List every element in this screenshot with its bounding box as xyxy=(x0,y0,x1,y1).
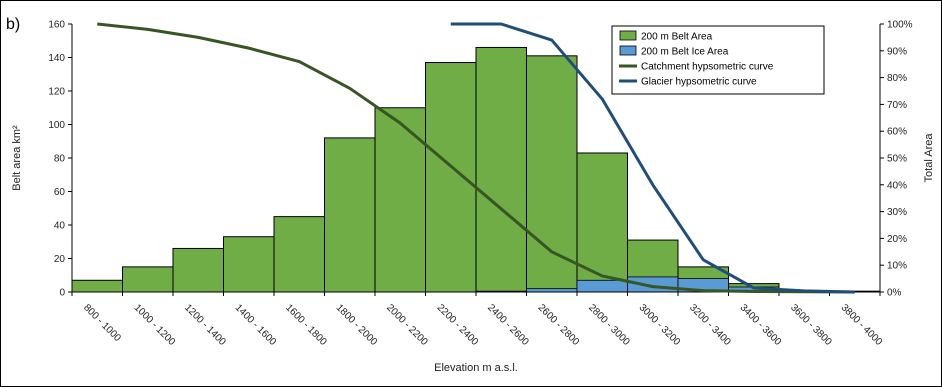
y-tick-label: 60 xyxy=(54,187,66,198)
legend-label-belt-area: 200 m Belt Area xyxy=(641,32,713,43)
y-axis-title: Belt area km² xyxy=(11,125,23,191)
y2-tick-label: 0% xyxy=(887,288,902,299)
line-catchment-hypsometric xyxy=(97,22,855,294)
x-tick-label: 1400 - 1600 xyxy=(233,302,279,348)
x-tick-label: 2000 - 2200 xyxy=(384,302,430,348)
x-axis-title: Elevation m a.s.l. xyxy=(434,362,518,374)
x-tick-label: 2400 - 2600 xyxy=(485,302,531,348)
bar-belt-ice-area xyxy=(576,279,628,293)
bar-belt-area xyxy=(526,55,578,293)
legend-label-belt-ice-area: 200 m Belt Ice Area xyxy=(641,47,729,58)
x-tick-label: 1000 - 1200 xyxy=(132,302,178,348)
x-tick-label: 2200 - 2400 xyxy=(435,302,481,348)
bar-belt-area xyxy=(374,107,426,293)
legend-swatch-belt-ice-area xyxy=(619,45,637,56)
x-tick-label: 1200 - 1400 xyxy=(182,302,228,348)
y-tick-label: 100 xyxy=(48,120,65,131)
x-tick-label: 2600 - 2800 xyxy=(536,302,582,348)
legend-label-glacier-curve: Glacier hypsometric curve xyxy=(641,77,757,88)
y2-tick-label: 30% xyxy=(887,207,907,218)
bar-belt-area xyxy=(223,236,275,293)
bar-belt-area xyxy=(475,46,527,293)
y2-tick-label: 100% xyxy=(887,20,913,31)
y2-tick-label: 60% xyxy=(887,127,907,138)
y-tick-label: 80 xyxy=(54,154,66,165)
y2-tick-label: 50% xyxy=(887,154,907,165)
y2-tick-label: 80% xyxy=(887,73,907,84)
line-glacier-hypsometric xyxy=(450,22,855,294)
legend-swatch-belt-area xyxy=(619,30,637,41)
panel-label: b) xyxy=(6,16,20,33)
bar-belt-ice-area xyxy=(526,288,578,293)
y-tick-label: 120 xyxy=(48,87,65,98)
bar-belt-area xyxy=(324,137,376,293)
x-tick-label: 800 - 1000 xyxy=(81,302,123,344)
legend-label-catchment-curve: Catchment hypsometric curve xyxy=(641,62,774,73)
bar-belt-ice-area xyxy=(627,276,679,293)
bar-belt-area xyxy=(273,216,325,293)
bar-belt-area xyxy=(576,152,628,293)
y-tick-label: 20 xyxy=(54,254,66,265)
x-tick-label: 2800 - 3000 xyxy=(586,302,632,348)
bar-belt-area xyxy=(425,62,477,293)
x-tick-label: 3800 - 4000 xyxy=(839,302,885,348)
bar-belt-area xyxy=(172,247,224,293)
x-tick-label: 3200 - 3400 xyxy=(687,302,733,348)
y2-tick-label: 40% xyxy=(887,180,907,191)
x-tick-label: 3600 - 3800 xyxy=(788,302,834,348)
y-tick-label: 0 xyxy=(59,288,65,299)
y2-tick-label: 20% xyxy=(887,234,907,245)
legend-box xyxy=(611,25,825,95)
y2-axis-title: Total Area xyxy=(923,133,935,183)
y-tick-label: 40 xyxy=(54,221,66,232)
y-tick-label: 160 xyxy=(48,20,65,31)
x-tick-label: 3400 - 3600 xyxy=(738,302,784,348)
y-tick-label: 140 xyxy=(48,53,65,64)
x-tick-label: 1600 - 1800 xyxy=(283,302,329,348)
bar-belt-area xyxy=(71,279,123,293)
y2-tick-label: 90% xyxy=(887,46,907,57)
y2-tick-label: 10% xyxy=(887,261,907,272)
legend: 200 m Belt Area 200 m Belt Ice Area Catc… xyxy=(611,25,825,95)
bar-belt-area xyxy=(122,266,174,293)
x-tick-label: 3000 - 3200 xyxy=(637,302,683,348)
x-tick-label: 1800 - 2000 xyxy=(334,302,380,348)
y2-tick-label: 70% xyxy=(887,100,907,111)
